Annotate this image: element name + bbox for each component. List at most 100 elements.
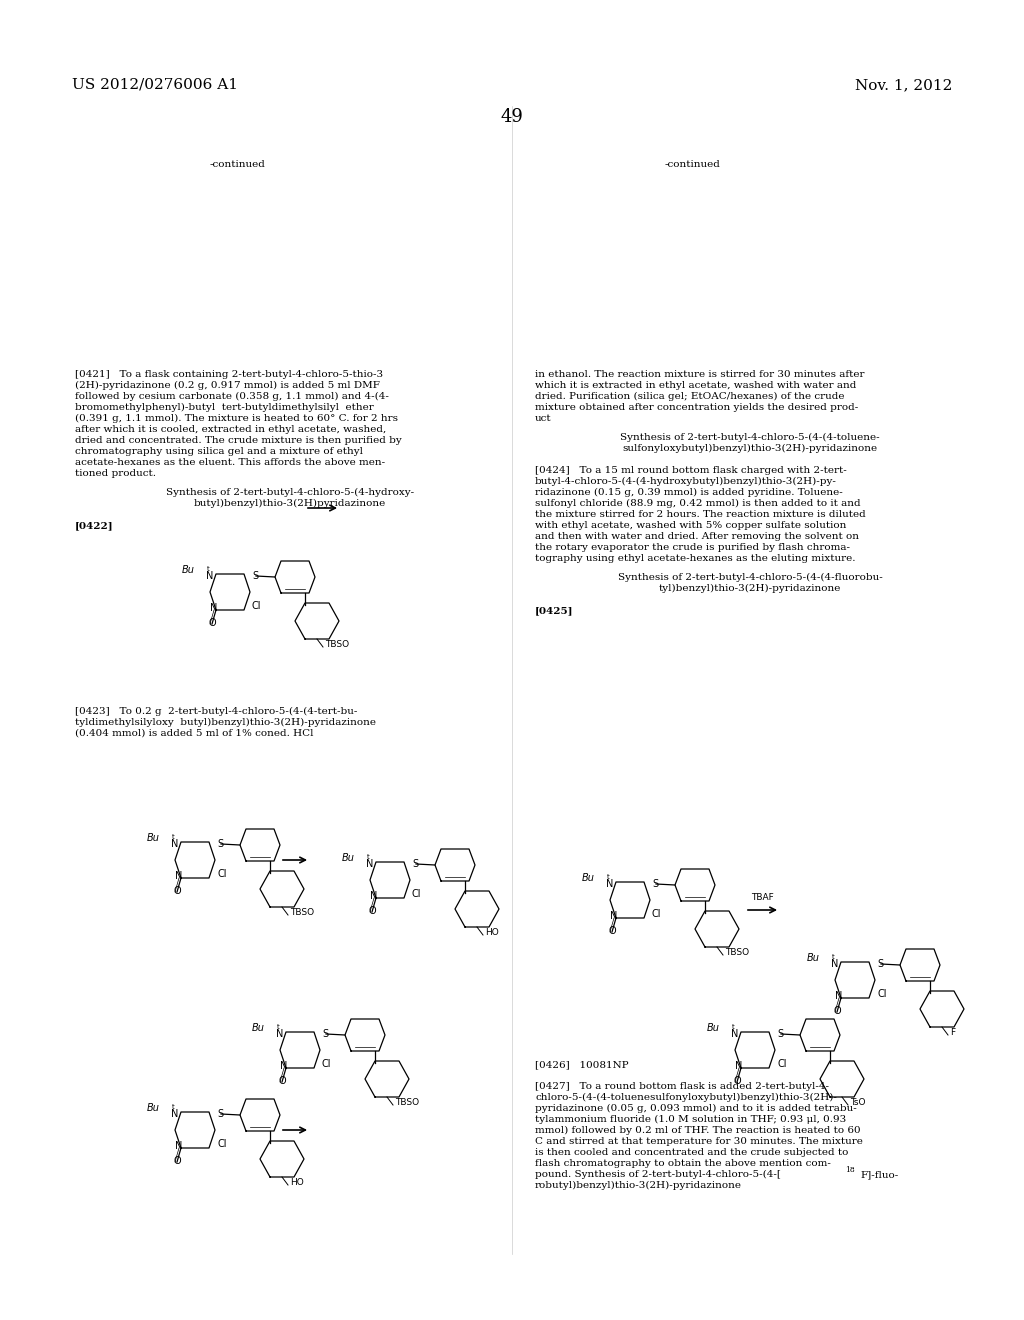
Text: Bu: Bu [807, 953, 820, 964]
Text: followed by cesium carbonate (0.358 g, 1.1 mmol) and 4-(4-: followed by cesium carbonate (0.358 g, 1… [75, 392, 389, 401]
Text: N: N [371, 891, 378, 902]
Text: Bu: Bu [582, 873, 595, 883]
Text: tioned product.: tioned product. [75, 469, 156, 478]
Text: N: N [836, 991, 843, 1001]
Text: Bu: Bu [342, 853, 355, 863]
Text: chromatography using silica gel and a mixture of ethyl: chromatography using silica gel and a mi… [75, 447, 362, 455]
Text: mmol) followed by 0.2 ml of THF. The reaction is heated to 60: mmol) followed by 0.2 ml of THF. The rea… [535, 1126, 860, 1135]
Text: Cl: Cl [877, 989, 887, 999]
Text: Bu: Bu [182, 565, 195, 576]
Text: sulfonyloxybutyl)benzyl)thio-3(2H)-pyridazinone: sulfonyloxybutyl)benzyl)thio-3(2H)-pyrid… [623, 444, 878, 453]
Text: uct: uct [535, 414, 552, 422]
Text: N: N [735, 1061, 742, 1071]
Text: N: N [171, 840, 178, 849]
Text: O: O [279, 1076, 286, 1086]
Text: O: O [834, 1006, 841, 1016]
Text: tyldimethylsilyloxy  butyl)benzyl)thio-3(2H)-pyridazinone: tyldimethylsilyloxy butyl)benzyl)thio-3(… [75, 718, 376, 727]
Text: HO: HO [485, 928, 499, 937]
Text: N: N [606, 879, 613, 888]
Text: [0422]: [0422] [75, 521, 114, 531]
Text: t: t [831, 954, 835, 960]
Text: S: S [217, 840, 223, 849]
Text: S: S [412, 859, 418, 869]
Text: F: F [950, 1028, 955, 1038]
Text: Cl: Cl [777, 1059, 786, 1069]
Text: Synthesis of 2-tert-butyl-4-chloro-5-(4-(4-fluorobu-: Synthesis of 2-tert-butyl-4-chloro-5-(4-… [617, 573, 883, 582]
Text: Cl: Cl [322, 1059, 332, 1069]
Text: Cl: Cl [252, 601, 261, 611]
Text: [0421]   To a flask containing 2-tert-butyl-4-chloro-5-thio-3: [0421] To a flask containing 2-tert-buty… [75, 370, 383, 379]
Text: t: t [207, 566, 210, 572]
Text: N: N [175, 1140, 182, 1151]
Text: N: N [210, 603, 218, 612]
Text: O: O [173, 886, 181, 896]
Text: bromomethylphenyl)-butyl  tert-butyldimethylsilyl  ether: bromomethylphenyl)-butyl tert-butyldimet… [75, 403, 374, 412]
Text: t: t [732, 1024, 735, 1030]
Text: O: O [608, 927, 615, 936]
Text: N: N [367, 859, 374, 869]
Text: C and stirred at that temperature for 30 minutes. The mixture: C and stirred at that temperature for 30… [535, 1137, 863, 1146]
Text: flash chromatography to obtain the above mention com-: flash chromatography to obtain the above… [535, 1159, 830, 1168]
Text: Synthesis of 2-tert-butyl-4-chloro-5-(4-hydroxy-: Synthesis of 2-tert-butyl-4-chloro-5-(4-… [166, 488, 414, 498]
Text: the mixture stirred for 2 hours. The reaction mixture is diluted: the mixture stirred for 2 hours. The rea… [535, 510, 865, 519]
Text: Bu: Bu [252, 1023, 265, 1034]
Text: N: N [276, 1030, 284, 1039]
Text: S: S [252, 572, 258, 581]
Text: S: S [777, 1030, 783, 1039]
Text: dried. Purification (silica gel; EtOAC/hexanes) of the crude: dried. Purification (silica gel; EtOAC/h… [535, 392, 845, 401]
Text: Cl: Cl [652, 909, 662, 919]
Text: N: N [175, 871, 182, 880]
Text: S: S [217, 1109, 223, 1119]
Text: O: O [733, 1076, 740, 1086]
Text: [0427]   To a round bottom flask is added 2-tert-butyl-4-: [0427] To a round bottom flask is added … [535, 1082, 829, 1092]
Text: N: N [731, 1030, 738, 1039]
Text: the rotary evaporator the crude is purified by flash chroma-: the rotary evaporator the crude is purif… [535, 543, 850, 552]
Text: pound. Synthesis of 2-tert-butyl-4-chloro-5-(4-[: pound. Synthesis of 2-tert-butyl-4-chlor… [535, 1170, 781, 1179]
Text: (0.404 mmol) is added 5 ml of 1% coned. HCl: (0.404 mmol) is added 5 ml of 1% coned. … [75, 729, 313, 738]
Text: S: S [652, 879, 658, 888]
Text: is then cooled and concentrated and the crude subjected to: is then cooled and concentrated and the … [535, 1148, 848, 1158]
Text: tylammonium fluoride (1.0 M solution in THF; 0.93 μl, 0.93: tylammonium fluoride (1.0 M solution in … [535, 1115, 846, 1125]
Text: Bu: Bu [147, 1104, 160, 1113]
Text: TsO: TsO [850, 1098, 865, 1107]
Text: O: O [208, 618, 216, 628]
Text: [0426]   10081NP: [0426] 10081NP [535, 1060, 629, 1069]
Text: [0425]: [0425] [535, 606, 573, 615]
Text: -continued: -continued [210, 160, 266, 169]
Text: t: t [172, 834, 175, 840]
Text: pyridazinone (0.05 g, 0.093 mmol) and to it is added tetrabu-: pyridazinone (0.05 g, 0.093 mmol) and to… [535, 1104, 857, 1113]
Text: t: t [607, 874, 609, 880]
Text: t: t [172, 1104, 175, 1110]
Text: TBSO: TBSO [290, 908, 314, 917]
Text: after which it is cooled, extracted in ethyl acetate, washed,: after which it is cooled, extracted in e… [75, 425, 386, 434]
Text: butyl)benzyl)thio-3(2H)pyridazinone: butyl)benzyl)thio-3(2H)pyridazinone [194, 499, 386, 508]
Text: 49: 49 [501, 108, 523, 125]
Text: TBAF: TBAF [751, 894, 773, 902]
Text: [0424]   To a 15 ml round bottom flask charged with 2-tert-: [0424] To a 15 ml round bottom flask cha… [535, 466, 847, 475]
Text: (2H)-pyridazinone (0.2 g, 0.917 mmol) is added 5 ml DMF: (2H)-pyridazinone (0.2 g, 0.917 mmol) is… [75, 381, 380, 391]
Text: TBSO: TBSO [325, 640, 349, 649]
Text: Bu: Bu [708, 1023, 720, 1034]
Text: acetate-hexanes as the eluent. This affords the above men-: acetate-hexanes as the eluent. This affo… [75, 458, 385, 467]
Text: with ethyl acetate, washed with 5% copper sulfate solution: with ethyl acetate, washed with 5% coppe… [535, 521, 847, 531]
Text: dried and concentrated. The crude mixture is then purified by: dried and concentrated. The crude mixtur… [75, 436, 401, 445]
Text: N: N [171, 1109, 178, 1119]
Text: S: S [877, 960, 883, 969]
Text: Bu: Bu [147, 833, 160, 843]
Text: and then with water and dried. After removing the solvent on: and then with water and dried. After rem… [535, 532, 859, 541]
Text: US 2012/0276006 A1: US 2012/0276006 A1 [72, 78, 238, 92]
Text: tyl)benzyl)thio-3(2H)-pyridazinone: tyl)benzyl)thio-3(2H)-pyridazinone [658, 583, 841, 593]
Text: N: N [281, 1061, 288, 1071]
Text: [0423]   To 0.2 g  2-tert-butyl-4-chloro-5-(4-(4-tert-bu-: [0423] To 0.2 g 2-tert-butyl-4-chloro-5-… [75, 708, 357, 717]
Text: ridazinone (0.15 g, 0.39 mmol) is added pyridine. Toluene-: ridazinone (0.15 g, 0.39 mmol) is added … [535, 488, 843, 498]
Text: TBSO: TBSO [725, 948, 750, 957]
Text: t: t [367, 854, 370, 861]
Text: Cl: Cl [217, 1139, 226, 1148]
Text: HO: HO [290, 1177, 304, 1187]
Text: t: t [278, 1024, 280, 1030]
Text: O: O [369, 906, 376, 916]
Text: in ethanol. The reaction mixture is stirred for 30 minutes after: in ethanol. The reaction mixture is stir… [535, 370, 864, 379]
Text: robutyl)benzyl)thio-3(2H)-pyridazinone: robutyl)benzyl)thio-3(2H)-pyridazinone [535, 1181, 742, 1191]
Text: N: N [206, 572, 214, 581]
Text: Nov. 1, 2012: Nov. 1, 2012 [855, 78, 952, 92]
